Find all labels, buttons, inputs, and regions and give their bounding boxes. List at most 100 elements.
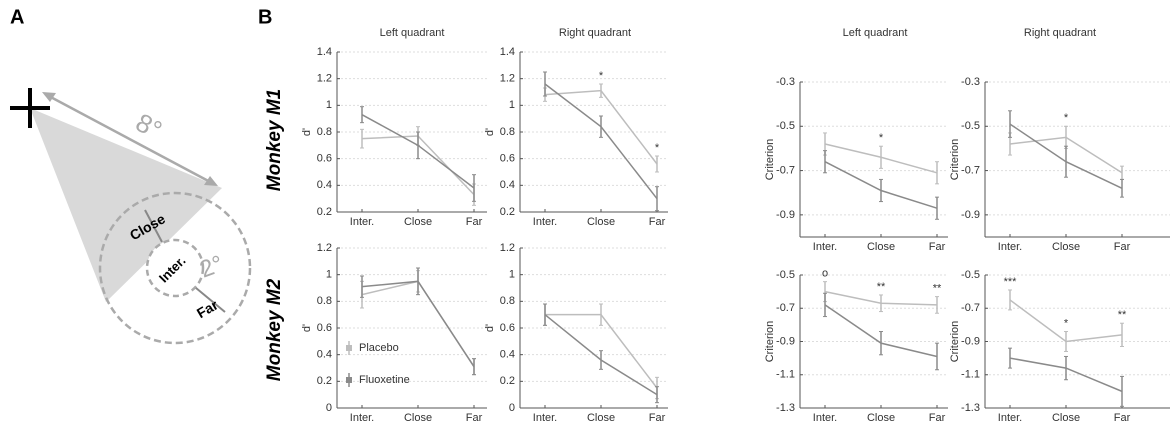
legend-swatch: [346, 345, 352, 351]
y-tick-label: -0.7: [961, 164, 980, 176]
y-axis-label: d': [484, 128, 496, 136]
y-tick-label: -1.1: [776, 369, 795, 381]
y-tick-label: 0.2: [317, 375, 332, 387]
y-tick-label: -1.1: [961, 369, 980, 381]
y-tick-label: 0.6: [317, 322, 332, 334]
arrow: [44, 92, 215, 186]
row-label: Monkey M2: [264, 278, 285, 381]
y-tick-label: 0.6: [500, 322, 515, 334]
row-label: Monkey M1: [264, 89, 285, 191]
x-tick-label: Close: [587, 412, 615, 424]
y-tick-label: 1: [509, 269, 515, 281]
x-tick-label: Inter.: [533, 412, 557, 424]
y-tick-label: 1.2: [500, 242, 515, 254]
arrow: [144, 209, 163, 243]
x-tick-label: Far: [1114, 241, 1131, 253]
annotation: ***: [1004, 276, 1018, 288]
y-tick-label: 1.4: [317, 46, 332, 58]
y-tick-label: -1.3: [961, 402, 980, 414]
x-tick-label: Inter.: [998, 241, 1022, 253]
y-tick-label: 0.8: [500, 126, 515, 138]
y-tick-label: -0.7: [776, 164, 795, 176]
y-tick-label: -0.5: [776, 120, 795, 132]
y-tick-label: -0.9: [961, 335, 980, 347]
x-tick-label: Close: [404, 412, 432, 424]
legend-label: Fluoxetine: [359, 374, 410, 386]
arrow: [195, 287, 226, 313]
y-tick-label: 1: [509, 99, 515, 111]
y-tick-label: 0.2: [317, 206, 332, 218]
annotation: *: [879, 132, 884, 144]
region-label: Far: [194, 296, 221, 321]
y-axis-label: d': [484, 324, 496, 332]
legend-label: Placebo: [359, 342, 399, 354]
y-tick-label: 1.4: [500, 46, 515, 58]
legend-swatch: [346, 377, 352, 383]
y-axis-label: d': [301, 128, 313, 136]
y-tick-label: -0.5: [961, 269, 980, 281]
y-tick-label: 0.4: [317, 179, 332, 191]
y-tick-label: 1.2: [500, 73, 515, 85]
y-tick-label: -0.9: [776, 335, 795, 347]
y-tick-label: 0.8: [500, 295, 515, 307]
y-axis-label: Criterion: [949, 139, 961, 181]
x-tick-label: Close: [1052, 241, 1080, 253]
y-tick-label: 0.6: [500, 153, 515, 165]
x-tick-label: Close: [867, 412, 895, 424]
y-tick-label: 0: [326, 402, 332, 414]
y-axis-label: Criterion: [764, 139, 776, 181]
x-tick-label: Inter.: [813, 412, 837, 424]
y-tick-label: 0.2: [500, 206, 515, 218]
annotation: *: [1064, 317, 1069, 329]
x-tick-label: Far: [1114, 412, 1131, 424]
x-tick-label: Close: [587, 216, 615, 228]
annotation: **: [933, 283, 942, 295]
y-axis-label: d': [301, 324, 313, 332]
arrow-head: [42, 92, 56, 102]
y-tick-label: -0.5: [776, 269, 795, 281]
y-tick-label: -1.3: [776, 402, 795, 414]
y-tick-label: 1: [326, 99, 332, 111]
diagram: 8° 2° Close Inter. Far: [10, 88, 252, 345]
outer-circle: [98, 191, 252, 345]
y-tick-label: 0.4: [500, 179, 515, 191]
y-tick-label: 1.2: [317, 73, 332, 85]
chart-title: Left quadrant: [380, 27, 445, 39]
y-tick-label: -0.7: [776, 302, 795, 314]
panel-label: B: [258, 6, 272, 28]
arrow-head: [204, 176, 218, 186]
annotation: *: [655, 142, 660, 154]
x-tick-label: Close: [404, 216, 432, 228]
chart-title: Right quadrant: [1024, 27, 1096, 39]
x-tick-label: Inter.: [813, 241, 837, 253]
x-tick-label: Close: [867, 241, 895, 253]
x-tick-label: Close: [1052, 412, 1080, 424]
y-tick-label: -0.9: [961, 209, 980, 221]
wedge: [30, 108, 222, 302]
panel-label: A: [10, 6, 24, 28]
y-tick-label: 0.2: [500, 375, 515, 387]
y-axis-label: Criterion: [764, 321, 776, 363]
x-tick-label: Inter.: [533, 216, 557, 228]
x-tick-label: Far: [929, 241, 946, 253]
y-tick-label: 0.8: [317, 295, 332, 307]
x-tick-label: Far: [466, 216, 483, 228]
x-tick-label: Inter.: [998, 412, 1022, 424]
y-tick-label: 0.4: [500, 349, 515, 361]
y-tick-label: 1.2: [317, 242, 332, 254]
y-tick-label: 0.8: [317, 126, 332, 138]
y-tick-label: 0: [509, 402, 515, 414]
x-tick-label: Far: [649, 412, 666, 424]
annotation: *: [599, 70, 604, 82]
annotation: o: [822, 268, 828, 280]
inner-circle: [145, 238, 205, 298]
y-tick-label: -0.9: [776, 209, 795, 221]
y-tick-label: -0.3: [776, 76, 795, 88]
x-tick-label: Far: [466, 412, 483, 424]
y-tick-label: -0.7: [961, 302, 980, 314]
chart-title: Right quadrant: [559, 27, 631, 39]
y-axis-label: Criterion: [949, 321, 961, 363]
annotation: **: [1118, 309, 1127, 321]
angle-label: 8°: [131, 107, 167, 145]
